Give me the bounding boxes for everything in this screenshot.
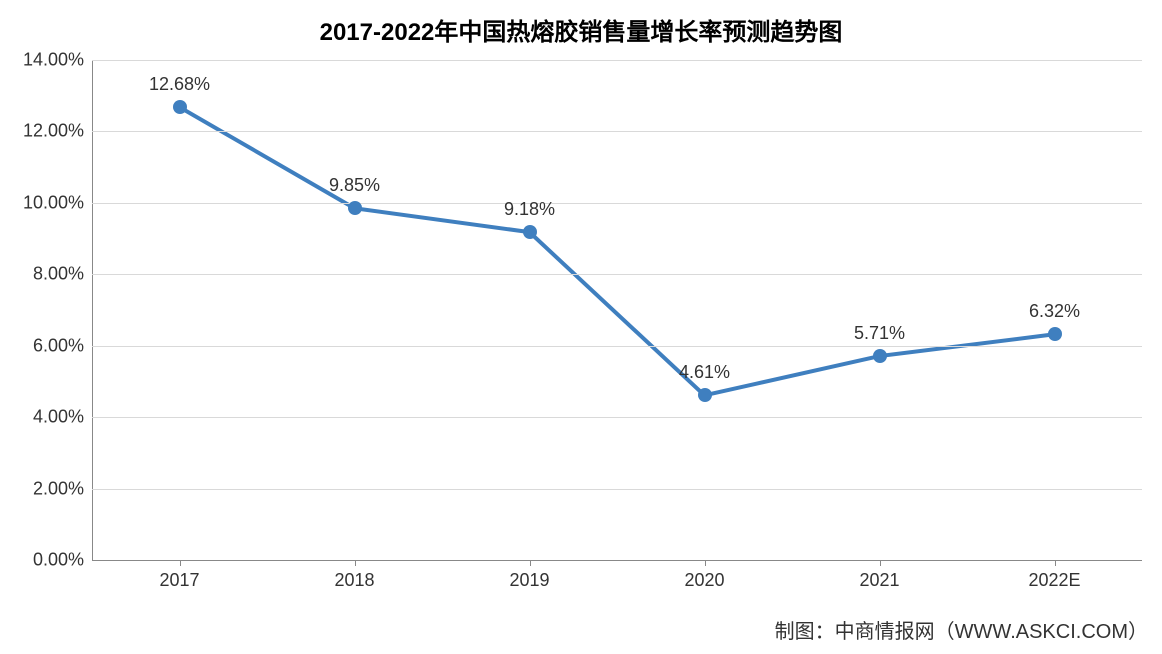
- data-point: [173, 100, 187, 114]
- y-tick-label: 0.00%: [33, 550, 84, 571]
- y-gridline: [92, 274, 1142, 275]
- y-tick-label: 10.00%: [23, 192, 84, 213]
- y-tick-label: 4.00%: [33, 407, 84, 428]
- y-gridline: [92, 489, 1142, 490]
- data-point: [523, 225, 537, 239]
- x-tick-label: 2022E: [1028, 570, 1080, 591]
- x-tick-label: 2020: [684, 570, 724, 591]
- data-point: [348, 201, 362, 215]
- data-point-label: 6.32%: [1029, 301, 1080, 322]
- x-tick-label: 2019: [509, 570, 549, 591]
- data-point-label: 12.68%: [149, 74, 210, 95]
- plot-area: 0.00%2.00%4.00%6.00%8.00%10.00%12.00%14.…: [92, 60, 1142, 560]
- x-tick-mark: [355, 560, 356, 566]
- chart-container: 2017-2022年中国热熔胶销售量增长率预测趋势图 0.00%2.00%4.0…: [0, 0, 1162, 654]
- y-gridline: [92, 60, 1142, 61]
- x-tick-mark: [180, 560, 181, 566]
- chart-title: 2017-2022年中国热熔胶销售量增长率预测趋势图: [0, 12, 1162, 47]
- x-tick-mark: [1055, 560, 1056, 566]
- series-line: [92, 60, 1142, 560]
- x-tick-label: 2018: [334, 570, 374, 591]
- y-tick-label: 14.00%: [23, 50, 84, 71]
- y-tick-label: 2.00%: [33, 478, 84, 499]
- data-point: [698, 388, 712, 402]
- chart-credit: 制图：中商情报网（WWW.ASKCI.COM）: [775, 615, 1148, 644]
- y-gridline: [92, 346, 1142, 347]
- x-tick-label: 2021: [859, 570, 899, 591]
- x-tick-mark: [880, 560, 881, 566]
- data-point: [1048, 327, 1062, 341]
- x-tick-label: 2017: [159, 570, 199, 591]
- y-gridline: [92, 417, 1142, 418]
- data-point-label: 4.61%: [679, 362, 730, 383]
- y-axis-line: [92, 60, 93, 560]
- y-tick-label: 12.00%: [23, 121, 84, 142]
- data-point: [873, 349, 887, 363]
- y-tick-label: 8.00%: [33, 264, 84, 285]
- x-tick-mark: [705, 560, 706, 566]
- y-tick-label: 6.00%: [33, 335, 84, 356]
- x-axis-line: [92, 560, 1142, 561]
- x-tick-mark: [530, 560, 531, 566]
- data-point-label: 9.18%: [504, 199, 555, 220]
- data-point-label: 5.71%: [854, 323, 905, 344]
- data-point-label: 9.85%: [329, 175, 380, 196]
- y-gridline: [92, 131, 1142, 132]
- y-gridline: [92, 203, 1142, 204]
